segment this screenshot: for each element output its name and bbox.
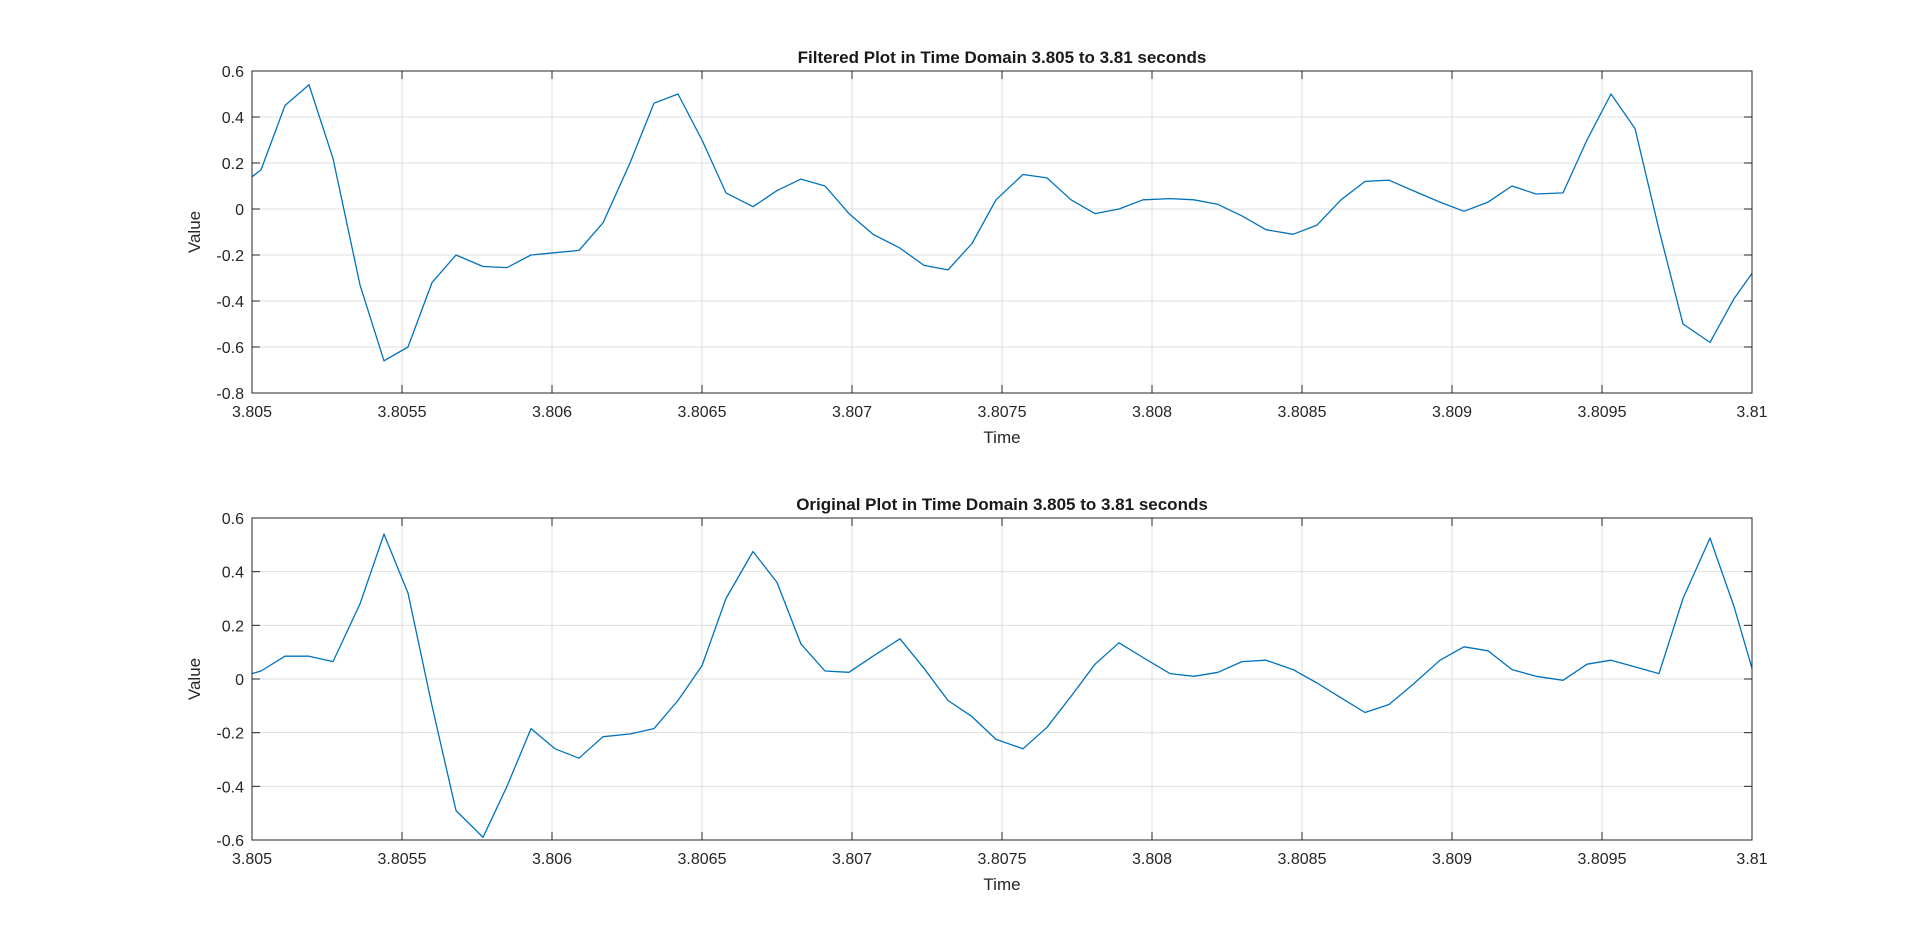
x-tick-label: 3.807	[832, 851, 872, 868]
ticks-group: 3.805 3.8055 3.806 3.8065 3.807 3.8075 3.808 3.…	[216, 64, 1767, 421]
x-tick-label: 3.805	[232, 404, 272, 421]
chart-title: Filtered Plot in Time Domain 3.805 to 3.…	[798, 48, 1207, 67]
series-group	[251, 84, 1753, 362]
x-tick-label: 3.8095	[1578, 851, 1627, 868]
x-tick-label: 3.806	[532, 851, 572, 868]
x-tick-label: 3.809	[1432, 404, 1472, 421]
x-tick-label: 3.805	[232, 851, 272, 868]
y-tick-label: -0.6	[216, 340, 244, 357]
y-tick-label: 0	[235, 202, 244, 219]
x-tick-label: 3.808	[1132, 404, 1172, 421]
y-tick-label: 0.4	[222, 565, 244, 582]
x-tick-label: 3.8065	[678, 404, 727, 421]
y-tick-label: 0.6	[222, 64, 244, 81]
x-tick-label: 3.8055	[378, 851, 427, 868]
x-axis-label: Time	[983, 428, 1020, 447]
series-line	[251, 84, 1753, 362]
x-tick-label: 3.8075	[978, 404, 1027, 421]
x-tick-label: 3.8085	[1278, 404, 1327, 421]
x-tick-label: 3.8085	[1278, 851, 1327, 868]
y-tick-label: 0.6	[222, 511, 244, 528]
x-tick-label: 3.81	[1736, 851, 1767, 868]
y-tick-label: -0.4	[216, 779, 244, 796]
series-line	[251, 533, 1753, 838]
x-tick-label: 3.806	[532, 404, 572, 421]
x-tick-label: 3.8055	[378, 404, 427, 421]
x-tick-label: 3.8075	[978, 851, 1027, 868]
x-tick-label: 3.8095	[1578, 404, 1627, 421]
x-axis-label: Time	[983, 875, 1020, 894]
x-tick-label: 3.808	[1132, 851, 1172, 868]
y-axis-label: Value	[185, 658, 204, 700]
axes-filtered-plot: 3.805 3.8055 3.806 3.8065 3.807 3.8075 3.808 3.…	[185, 48, 1768, 447]
y-tick-label: -0.6	[216, 833, 244, 850]
y-axis-label: Value	[185, 211, 204, 253]
y-tick-label: 0.2	[222, 156, 244, 173]
y-tick-label: -0.4	[216, 294, 244, 311]
ticks-group: 3.805 3.8055 3.806 3.8065 3.807 3.8075 3.808 3.…	[216, 511, 1767, 868]
y-tick-label: 0.4	[222, 110, 244, 127]
x-tick-label: 3.8065	[678, 851, 727, 868]
x-tick-label: 3.807	[832, 404, 872, 421]
y-tick-label: 0	[235, 672, 244, 689]
chart-title: Original Plot in Time Domain 3.805 to 3.…	[796, 495, 1208, 514]
y-tick-label: -0.8	[216, 386, 244, 403]
y-tick-label: -0.2	[216, 726, 244, 743]
y-tick-label: -0.2	[216, 248, 244, 265]
y-tick-label: 0.2	[222, 618, 244, 635]
x-tick-label: 3.809	[1432, 851, 1472, 868]
axes-original-plot: 3.805 3.8055 3.806 3.8065 3.807 3.8075 3.808 3.…	[185, 495, 1768, 894]
x-tick-label: 3.81	[1736, 404, 1767, 421]
series-group	[251, 533, 1753, 838]
